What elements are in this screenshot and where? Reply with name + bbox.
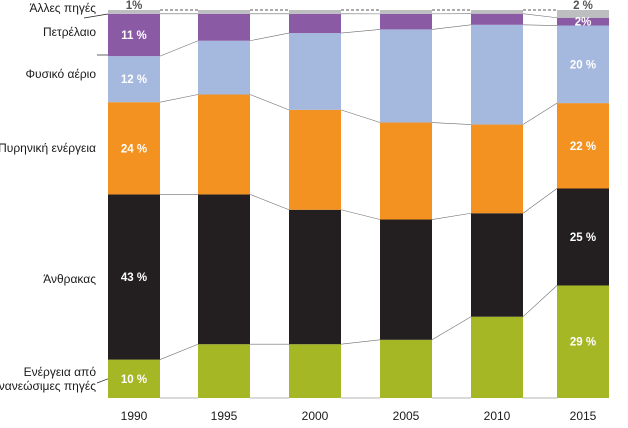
connector-line [340, 109, 381, 123]
bar-segment-1990-1 [108, 359, 160, 398]
connector-line [431, 316, 472, 341]
series-label-line: Άνθρακας [43, 272, 96, 286]
bar-segment-2015-2 [557, 188, 609, 286]
data-label: 43 % [121, 272, 147, 284]
bar-segment-1995-5 [198, 13, 250, 41]
bar-segment-2005-6 [380, 10, 432, 14]
bar-segment-1990-2 [108, 194, 160, 360]
data-label: 2 % [573, 0, 593, 12]
connector-line [340, 209, 381, 220]
data-label: 29 % [570, 337, 596, 349]
x-tick-label: 2010 [484, 409, 511, 423]
series-label-line: ανανεώσιμες πηγές [0, 379, 96, 393]
series-labels-group: Ενέργεια από ανανεώσιμες πηγές Άνθρακας Πυρ… [0, 1, 109, 393]
series-label: Άλλες πηγές [29, 1, 96, 15]
connector-line [159, 94, 199, 103]
bar-segment-2010-6 [471, 10, 523, 14]
series-label-line: Πετρέλαιο [43, 25, 96, 39]
data-label: 2% [575, 17, 592, 29]
bar-segment-2005-2 [380, 219, 432, 340]
data-label: 25 % [570, 232, 596, 244]
x-tick-label: 2005 [393, 409, 420, 423]
connector-line [340, 339, 381, 345]
data-label: 11 % [121, 30, 147, 42]
series-label: Πετρέλαιο [43, 25, 96, 39]
bar-segment-1990-3 [108, 102, 160, 195]
connector-line [522, 102, 558, 125]
series-label-line: Πυρηνική ενέργεια [0, 141, 96, 155]
bar-segment-2010-4 [471, 24, 523, 125]
bar-segment-2000-3 [289, 109, 341, 210]
bar-segment-2015-1 [557, 285, 609, 398]
bar-segment-2000-5 [289, 13, 341, 34]
bars-group [108, 10, 609, 398]
bar-segment-2005-1 [380, 339, 432, 398]
data-labels-group: 10 % 43 % 24 % 12 % 11 % 1% 29 % 25 % 22 % 20 % 2%… [121, 0, 596, 386]
bar-segment-1995-1 [198, 344, 250, 398]
connector-line [431, 24, 472, 30]
bar-segment-2010-5 [471, 13, 523, 25]
data-label: 20 % [570, 59, 596, 71]
data-label: 10 % [121, 374, 147, 386]
series-label: Πυρηνική ενέργεια [0, 141, 96, 155]
series-label-line: Φυσικό αέριο [25, 67, 96, 81]
connector-lines [159, 9, 558, 399]
x-tick-label: 1995 [211, 409, 238, 423]
bar-segment-1995-2 [198, 194, 250, 345]
series-label-line: Άλλες πηγές [29, 1, 96, 15]
label-pointer-line [83, 13, 109, 19]
bar-segment-2010-2 [471, 213, 523, 317]
x-axis-ticks: 1990 1995 2000 2005 2010 2015 [121, 409, 597, 423]
connector-line [340, 29, 381, 34]
connector-line [522, 188, 558, 214]
connector-line [431, 122, 472, 125]
x-tick-label: 2000 [302, 409, 329, 423]
series-label: Φυσικό αέριο [25, 67, 96, 81]
bar-segment-1990-4 [108, 56, 160, 103]
connector-line [522, 24, 558, 26]
bar-segment-2015-5 [557, 17, 609, 26]
x-tick-label: 2015 [570, 409, 597, 423]
bar-segment-1995-6 [198, 10, 250, 14]
bar-segment-2015-4 [557, 25, 609, 104]
bar-segment-1995-4 [198, 40, 250, 95]
connector-line [522, 285, 558, 317]
bar-segment-2015-6 [557, 10, 609, 18]
connector-line [249, 94, 290, 111]
bar-segment-2005-3 [380, 122, 432, 220]
data-label: 1% [126, 0, 143, 12]
series-label-line: Ενέργεια από [24, 365, 97, 379]
connector-line [159, 40, 199, 57]
bar-segment-1990-6 [108, 10, 160, 14]
data-label: 12 % [121, 74, 147, 86]
x-tick-label: 1990 [121, 409, 148, 423]
bar-segment-2005-4 [380, 29, 432, 123]
bar-segment-2010-1 [471, 316, 523, 398]
bar-segment-2010-3 [471, 124, 523, 214]
connector-line [249, 194, 290, 211]
bar-segment-1990-5 [108, 13, 160, 57]
bar-segment-2000-1 [289, 344, 341, 398]
connector-line [249, 32, 290, 42]
bar-segment-2000-6 [289, 10, 341, 14]
label-pointer-line [96, 378, 109, 384]
bar-segment-1995-3 [198, 94, 250, 195]
bar-segment-2005-5 [380, 13, 432, 30]
bar-segment-2000-4 [289, 33, 341, 110]
series-label: Ενέργεια από ανανεώσιμες πηγές [0, 365, 96, 393]
bar-segment-2015-3 [557, 103, 609, 189]
data-label: 22 % [570, 141, 596, 153]
data-label: 24 % [121, 143, 147, 155]
bar-segment-2000-2 [289, 209, 341, 345]
connector-line [159, 343, 199, 360]
connector-line [431, 212, 472, 220]
series-label: Άνθρακας [43, 272, 96, 286]
connector-line [522, 13, 558, 19]
